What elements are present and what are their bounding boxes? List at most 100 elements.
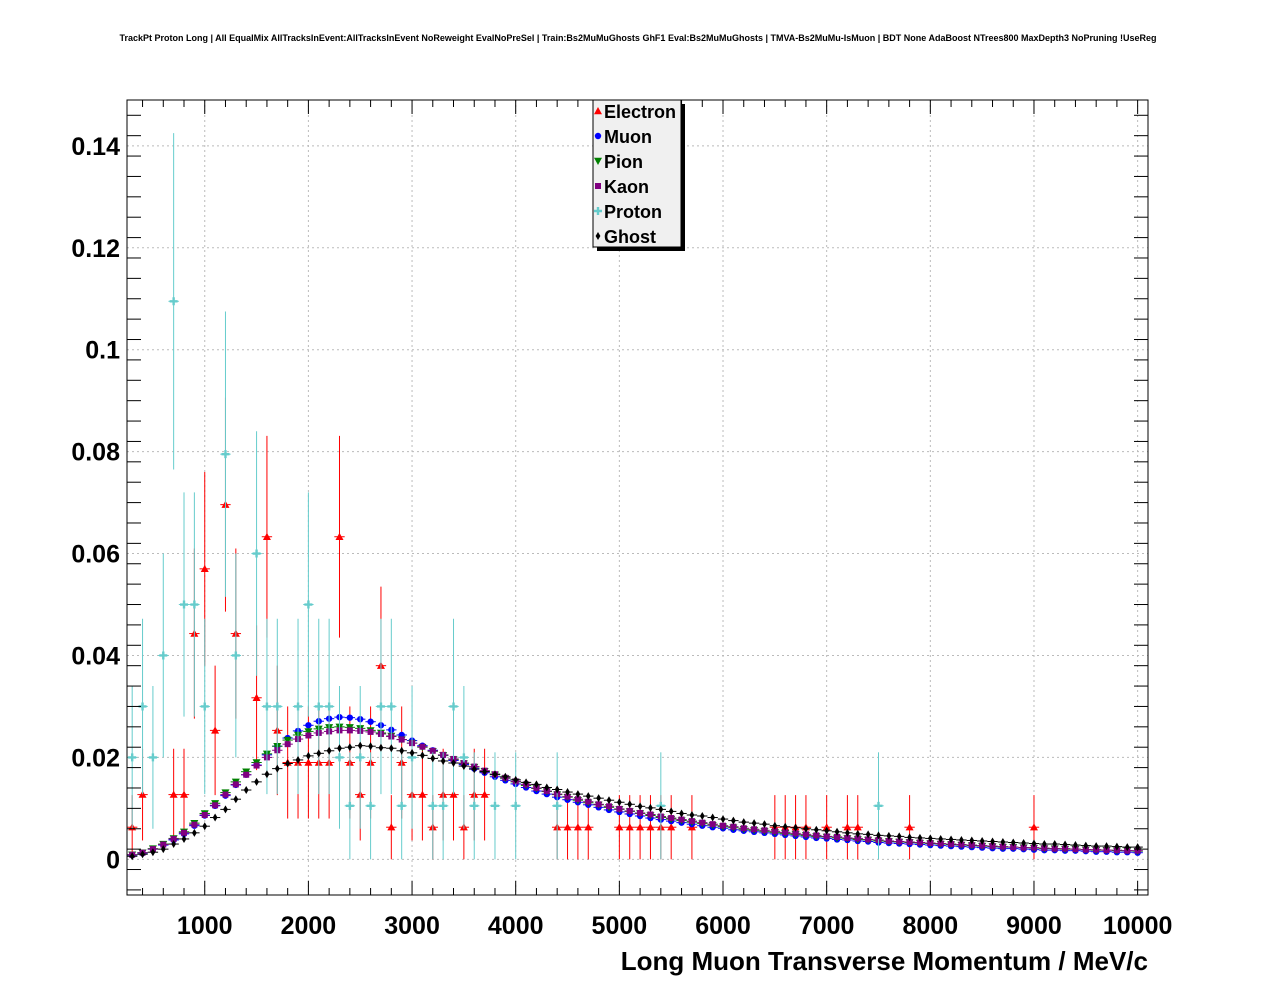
ghost-point xyxy=(1039,840,1050,849)
ghost-point xyxy=(365,742,376,751)
y-tick-label: 0.1 xyxy=(85,337,120,365)
ghost-point xyxy=(386,744,397,753)
chart-title: TrackPt Proton Long | All EqualMix AllTr… xyxy=(119,33,1157,43)
kaon-point xyxy=(883,837,895,844)
ghost-point xyxy=(873,831,884,840)
ghost-point xyxy=(562,788,573,797)
kaon-point xyxy=(199,811,210,818)
kaon-point xyxy=(1080,846,1091,853)
ghost-point xyxy=(634,802,646,811)
ghost-point xyxy=(686,810,698,819)
ghost-point xyxy=(406,748,418,757)
electron-point xyxy=(904,795,915,860)
electron-point xyxy=(168,748,179,841)
ghost-point xyxy=(717,815,729,824)
y-tick-label: 0.02 xyxy=(71,744,120,772)
legend-label: Pion xyxy=(604,152,643,172)
ghost-point xyxy=(935,834,946,843)
ghost-point xyxy=(603,796,615,805)
kaon-point xyxy=(562,793,573,800)
grid-lines xyxy=(127,100,1148,895)
electron-point xyxy=(386,795,397,860)
kaon-point xyxy=(852,835,863,842)
kaon-point xyxy=(717,822,729,829)
kaon-point xyxy=(997,843,1009,850)
kaon-point xyxy=(738,825,749,832)
ghost-point xyxy=(821,826,832,835)
proton-point xyxy=(323,618,335,795)
ghost-point xyxy=(147,848,159,857)
electron-point xyxy=(572,795,584,860)
kaon-point xyxy=(769,828,781,835)
ghost-point xyxy=(355,741,366,750)
x-tick-label: 4000 xyxy=(488,912,544,940)
proton-point xyxy=(355,686,366,829)
kaon-point xyxy=(230,781,242,788)
x-tick-label: 6000 xyxy=(695,912,751,940)
muon-point xyxy=(303,722,314,729)
kaon-point xyxy=(1039,845,1050,852)
kaon-point xyxy=(417,743,428,750)
kaon-point xyxy=(976,842,988,849)
y-tick-label: 0.12 xyxy=(71,235,120,263)
ghost-point xyxy=(261,770,273,779)
electron-point xyxy=(479,748,490,841)
series-proton xyxy=(127,133,884,860)
axes: 1000 2000 3000 4000 5000 6000 7000 8000 9000 1000… xyxy=(71,100,1172,940)
ghost-point xyxy=(458,762,470,771)
ghost-point xyxy=(800,824,812,833)
ghost-point xyxy=(489,770,501,779)
ghost-point xyxy=(780,822,791,831)
kaon-point xyxy=(987,843,998,850)
proton-point xyxy=(448,618,459,795)
ghost-point xyxy=(137,850,148,859)
legend-label: Kaon xyxy=(604,177,649,197)
proton-point xyxy=(344,752,356,860)
ghost-point xyxy=(282,759,293,768)
ghost-point xyxy=(1070,841,1081,850)
ghost-point xyxy=(520,778,532,787)
kaon-point xyxy=(282,741,293,748)
kaon-point xyxy=(728,823,739,830)
x-tick-label: 3000 xyxy=(384,912,440,940)
kaon-point xyxy=(303,732,314,739)
kaon-point xyxy=(1049,845,1060,852)
kaon-point xyxy=(935,840,946,847)
ghost-point xyxy=(510,775,521,784)
ghost-point xyxy=(1028,839,1040,848)
kaon-point xyxy=(956,841,967,848)
kaon-point xyxy=(759,827,770,834)
ghost-point xyxy=(738,818,749,827)
kaon-point xyxy=(707,821,718,828)
proton-point xyxy=(292,618,304,795)
electron-point xyxy=(562,795,573,860)
proton-point xyxy=(127,686,138,829)
proton-point xyxy=(168,133,179,470)
kaon-point xyxy=(1101,847,1112,854)
x-tick-label: 10000 xyxy=(1103,912,1173,940)
x-axis-label: Long Muon Transverse Momentum / MeV/c xyxy=(621,946,1148,976)
ghost-point xyxy=(178,834,190,843)
ghost-point xyxy=(666,807,677,816)
electron-point xyxy=(261,435,273,638)
kaon-point xyxy=(780,829,791,836)
ghost-point xyxy=(1101,842,1112,851)
ghost-point xyxy=(572,790,584,799)
kaon-point xyxy=(821,833,832,840)
kaon-point xyxy=(676,816,687,823)
kaon-point xyxy=(209,802,221,809)
ghost-point xyxy=(997,838,1009,846)
ghost-point xyxy=(1049,840,1060,849)
ghost-point xyxy=(624,800,635,809)
ghost-point xyxy=(614,798,625,807)
proton-point xyxy=(437,752,449,860)
ghost-point xyxy=(925,834,936,843)
electron-point xyxy=(842,795,853,860)
y-tick-label: 0.06 xyxy=(71,541,120,569)
ghost-point xyxy=(541,783,552,792)
proton-point xyxy=(510,752,521,860)
x-tick-label: 2000 xyxy=(281,912,337,940)
ghost-point xyxy=(158,845,169,854)
proton-point xyxy=(365,752,376,860)
kaon-point xyxy=(614,805,625,812)
